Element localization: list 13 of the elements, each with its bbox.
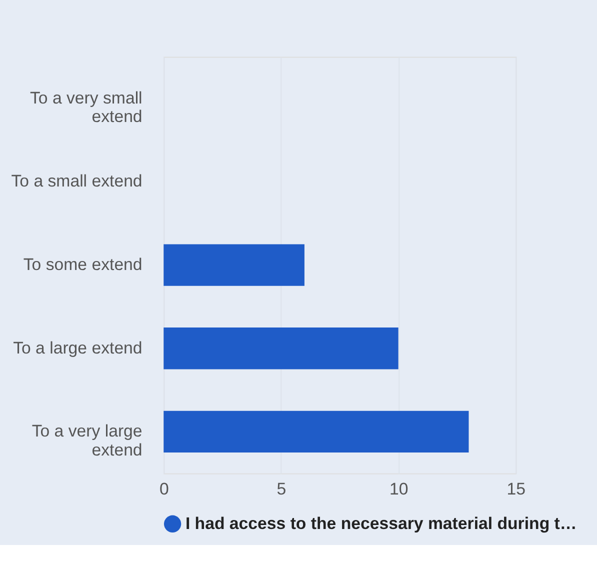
bar [164,410,469,452]
bar [164,328,398,370]
x-tick-label: 5 [276,480,286,499]
y-tick-label: To a large extend [13,338,142,358]
x-tick-label: 10 [389,480,408,499]
x-tick-label: 0 [159,480,169,499]
y-tick-label: To a small extend [11,172,142,191]
y-tick-label: To some extend [23,255,142,274]
y-tick-label: To a very large extend [32,422,142,460]
y-tick-label: To a very small extend [30,88,142,126]
bar [164,244,304,286]
x-tick-label: 15 [506,480,526,499]
legend-label: I had access to the necessary material during t… [185,514,577,533]
